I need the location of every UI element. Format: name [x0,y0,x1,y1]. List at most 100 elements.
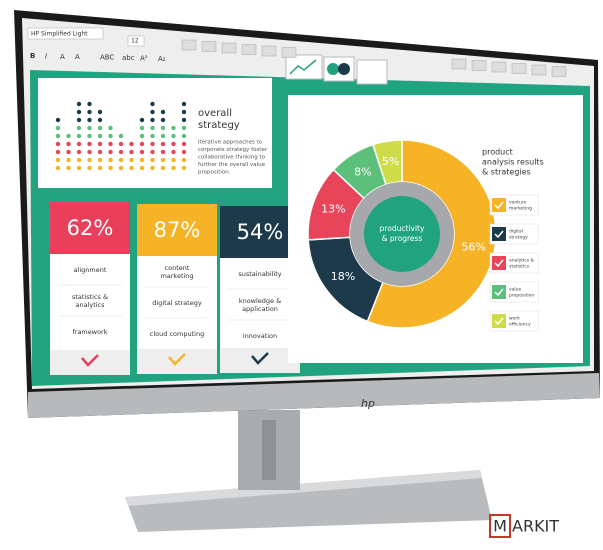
dot [181,117,187,123]
dot [150,141,155,147]
dot [66,133,71,139]
stand-base [125,470,492,532]
watermark-box [489,514,511,538]
dot [171,149,176,155]
toolbar-icon [241,44,257,55]
dot [55,149,61,155]
size-box [127,35,145,47]
card-percent: 54% [237,220,284,244]
item-label: digital [509,229,523,235]
strategy-text: proposition. [198,170,231,176]
font-box [27,27,104,40]
check-mark [251,352,269,365]
font-size: 12 [131,38,139,45]
donut-segment [366,139,497,329]
dot [181,109,187,115]
toolbar-icon [281,47,297,58]
dot [160,157,166,163]
toolbar-button: I [45,52,47,60]
analysis-title: & strategies [482,168,531,177]
card-item: analytics [75,301,105,309]
check-mark [168,353,186,366]
item-check [494,288,504,297]
strategy-title: strategy [198,120,240,131]
dot [171,165,176,171]
item-check [494,317,504,326]
dot [108,165,113,171]
item-box [492,227,506,241]
dot [87,149,92,155]
dot [150,109,155,115]
toolbar-button: ABC [100,54,114,62]
dot [181,101,187,107]
dot [150,125,155,131]
dot [55,141,61,147]
value-label: 18% [331,270,355,283]
dot [97,117,103,123]
dot [97,133,103,139]
dot [97,109,103,115]
dot [76,165,82,171]
watermark-text: ARKIT [512,517,559,536]
dot [160,133,166,139]
item-label: statistics [509,264,530,270]
card-item: statistics & [72,293,108,301]
strategy-text: collaborative thinking to [198,155,266,161]
strategy-text: Iterative approaches to [198,140,263,146]
stand-slot [262,420,276,480]
card-header [50,202,130,254]
dot [108,149,113,155]
item-box [492,198,506,212]
dot [150,101,155,107]
dot [181,149,187,155]
dot [139,165,145,171]
dot [160,125,166,131]
card-item: framework [72,328,107,336]
dot [97,149,103,155]
dot [87,165,92,171]
dot [118,157,124,163]
toolbar-icon [201,41,217,52]
dot [150,149,155,155]
dot [76,101,82,107]
item-label: strategy [509,235,528,241]
dot [150,165,155,171]
check-mark [81,354,99,367]
card-item: alignment [74,266,107,274]
dot [87,157,92,163]
dot [160,149,166,155]
toolbar-icon [221,42,237,54]
item-check [494,259,504,268]
toolbar-icon [181,39,197,51]
dot [87,117,92,123]
item-box [492,256,506,270]
analysis-title: product [482,148,513,157]
icon-dot [338,63,350,75]
toolbar-button: A² [140,54,148,62]
dot [160,117,166,123]
strategy-title: overall [198,108,232,119]
dot [66,165,71,171]
item-label: venture [509,200,527,206]
donut-center [364,196,440,272]
toolbar-button: A [75,53,80,61]
dot [97,157,103,163]
center-label: productivity [380,224,425,233]
card-header [137,204,217,256]
dot [66,149,71,155]
font-name: HP Simplified Light [31,31,88,38]
dot [55,157,61,163]
card-item: innovation [243,332,277,340]
card-item: sustainability [238,270,281,278]
dot [118,165,124,171]
dot [181,157,187,163]
card-item: digital strategy [152,299,202,307]
card-item: application [242,305,278,313]
strategy-text: further the overall value [198,162,266,168]
dot [76,109,82,115]
dot [76,141,82,147]
item-check [494,201,504,210]
dot [181,141,187,147]
dot [76,125,82,131]
